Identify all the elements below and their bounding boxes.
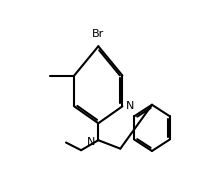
Text: N: N — [87, 137, 96, 147]
Text: N: N — [126, 101, 135, 111]
Text: Br: Br — [92, 29, 105, 39]
